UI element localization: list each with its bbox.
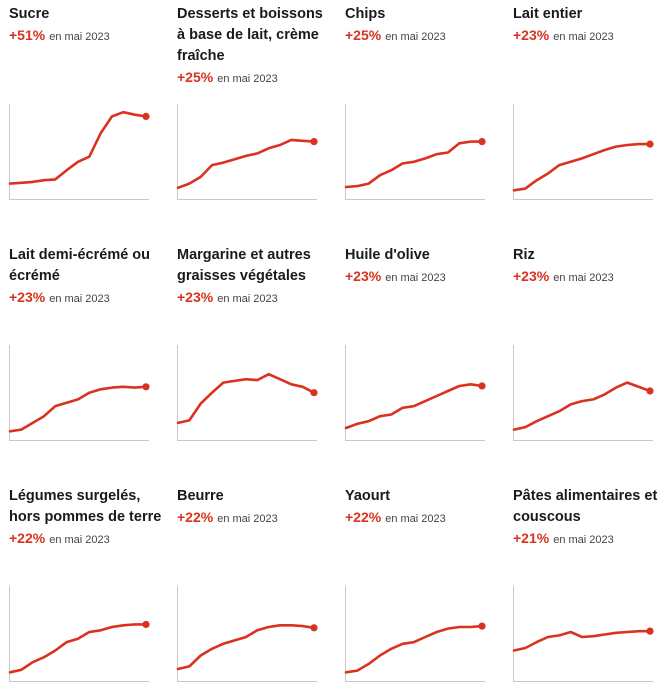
chart-title: Yaourt (345, 488, 391, 504)
chart-title: Lait demi-écrémé ou écrémé (9, 247, 151, 284)
series-line (344, 382, 484, 430)
chart-title: Huile d'olive (345, 247, 430, 263)
sparkline-chart (176, 345, 318, 441)
end-point-marker (478, 382, 486, 390)
chart-panel: Margarine et autres graisses végétales +… (177, 245, 333, 309)
chart-panel: Légumes surgelés, hors pommes de terre +… (9, 486, 165, 550)
chart-title: Lait entier (513, 6, 583, 22)
change-period: en mai 2023 (217, 293, 278, 305)
change-value: +23% (9, 289, 46, 305)
change-stat: +23% en mai 2023 (513, 25, 666, 47)
series-line (344, 140, 484, 189)
series-line (176, 623, 316, 671)
sparkline-chart (344, 586, 486, 682)
end-point-marker (646, 387, 654, 395)
change-stat: +22% en mai 2023 (9, 528, 165, 550)
chart-title: Chips (345, 6, 386, 22)
chart-panel: Beurre +22% en mai 2023 (177, 486, 333, 529)
end-point-marker (142, 383, 150, 391)
change-period: en mai 2023 (49, 293, 110, 305)
change-stat: +23% en mai 2023 (9, 287, 165, 309)
change-period: en mai 2023 (553, 534, 614, 546)
change-period: en mai 2023 (217, 513, 278, 525)
chart-title: Beurre (177, 488, 224, 504)
chart-panel: Lait demi-écrémé ou écrémé +23% en mai 20… (9, 245, 165, 309)
chart-title: Sucre (9, 6, 50, 22)
change-period: en mai 2023 (385, 272, 446, 284)
change-stat: +21% en mai 2023 (513, 528, 666, 550)
chart-panel: Sucre +51% en mai 2023 (9, 4, 165, 47)
change-value: +22% (9, 530, 46, 546)
chart-panel: Huile d'olive +23% en mai 2023 (345, 245, 501, 288)
end-point-marker (646, 140, 654, 148)
change-period: en mai 2023 (553, 272, 614, 284)
change-value: +23% (177, 289, 214, 305)
chart-panel: Pâtes alimentaires et couscous +21% en ma… (513, 486, 666, 550)
sparkline-chart (8, 586, 150, 682)
sparkline-chart (176, 586, 318, 682)
end-point-marker (142, 112, 150, 120)
end-point-marker (478, 622, 486, 630)
change-value: +23% (513, 27, 550, 43)
change-period: en mai 2023 (49, 534, 110, 546)
end-point-marker (310, 624, 318, 632)
sparkline-chart (512, 586, 654, 682)
chart-panel: Lait entier +23% en mai 2023 (513, 4, 666, 47)
chart-panel: Yaourt +22% en mai 2023 (345, 486, 501, 529)
end-point-marker (646, 627, 654, 635)
change-period: en mai 2023 (553, 31, 614, 43)
chart-title: Desserts et boissons à base de lait, crè… (177, 6, 323, 64)
sparkline-chart (176, 104, 318, 200)
end-point-marker (142, 620, 150, 629)
change-period: en mai 2023 (217, 73, 278, 85)
chart-panel: Chips +25% en mai 2023 (345, 4, 501, 47)
sparkline-chart (344, 104, 486, 200)
change-period: en mai 2023 (385, 31, 446, 43)
chart-panel: Riz +23% en mai 2023 (513, 245, 666, 288)
chart-title: Pâtes alimentaires et couscous (513, 488, 658, 525)
change-value: +22% (177, 509, 214, 525)
series-line (176, 372, 316, 425)
series-line (512, 381, 652, 431)
chart-title: Riz (513, 247, 535, 263)
change-period: en mai 2023 (49, 31, 110, 43)
change-value: +25% (177, 69, 214, 85)
series-line (8, 110, 148, 185)
change-stat: +23% en mai 2023 (177, 287, 333, 309)
change-stat: +22% en mai 2023 (345, 507, 501, 529)
sparkline-chart (8, 345, 150, 441)
series-line (512, 142, 652, 192)
end-point-marker (478, 138, 486, 146)
chart-panel: Desserts et boissons à base de lait, crè… (177, 4, 333, 89)
end-point-marker (310, 138, 318, 146)
change-value: +23% (513, 268, 550, 284)
change-stat: +25% en mai 2023 (345, 25, 501, 47)
change-stat: +23% en mai 2023 (345, 266, 501, 288)
series-line (8, 385, 148, 433)
change-stat: +25% en mai 2023 (177, 67, 333, 89)
change-stat: +22% en mai 2023 (177, 507, 333, 529)
change-stat: +51% en mai 2023 (9, 25, 165, 47)
series-line (176, 138, 316, 190)
end-point-marker (310, 389, 318, 397)
sparkline-chart (512, 345, 654, 441)
change-value: +51% (9, 27, 46, 43)
series-line (512, 629, 652, 652)
change-value: +22% (345, 509, 382, 525)
change-value: +23% (345, 268, 382, 284)
change-period: en mai 2023 (385, 513, 446, 525)
chart-title: Légumes surgelés, hors pommes de terre (9, 488, 162, 525)
sparkline-chart (8, 104, 150, 200)
series-line (8, 623, 148, 674)
change-value: +25% (345, 27, 382, 43)
change-stat: +23% en mai 2023 (513, 266, 666, 288)
sparkline-chart (344, 345, 486, 441)
chart-title: Margarine et autres graisses végétales (177, 247, 311, 284)
series-line (344, 624, 484, 674)
change-value: +21% (513, 530, 550, 546)
sparkline-chart (512, 104, 654, 200)
